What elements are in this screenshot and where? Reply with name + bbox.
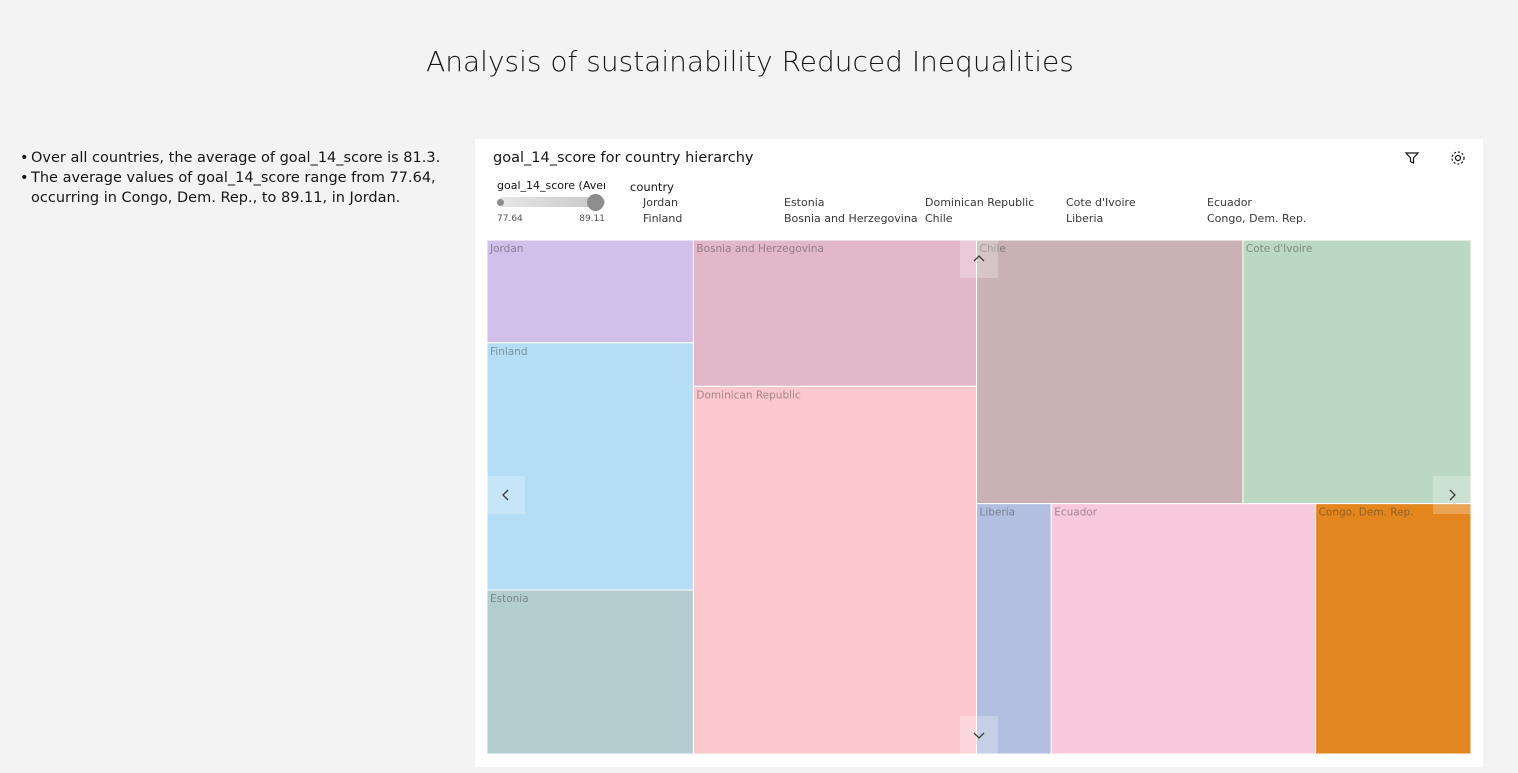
treemap-cell <box>692 385 978 754</box>
scroll-up[interactable] <box>960 240 998 278</box>
treemap-cell <box>1315 503 1471 754</box>
legend-item[interactable]: Dominican Republic <box>925 196 1035 209</box>
cell-label: Estonia <box>490 593 529 605</box>
insights: Over all countries, the average of goal_… <box>20 148 460 208</box>
cell-label: Dominican Republic <box>696 389 801 401</box>
cell-label: Ecuador <box>1054 507 1098 519</box>
legend-item[interactable]: Finland <box>643 212 683 225</box>
legend-item[interactable]: Estonia <box>784 196 825 209</box>
slider-handle[interactable] <box>497 199 504 206</box>
color-legend-max: 89.11 <box>579 214 605 224</box>
page-title: Analysis of sustainability Reduced Inequ… <box>426 45 1074 78</box>
scroll-left[interactable] <box>487 476 525 514</box>
legend-item[interactable]: Ecuador <box>1207 196 1252 209</box>
settings-icon[interactable] <box>1450 150 1466 166</box>
scroll-down[interactable] <box>960 716 998 754</box>
color-legend-title: goal_14_score (Aver <box>497 179 605 192</box>
color-legend-min: 77.64 <box>497 214 523 224</box>
scroll-right[interactable] <box>1433 476 1471 514</box>
color-legend-bar[interactable] <box>497 194 605 211</box>
treemap-cell <box>1242 240 1471 505</box>
cell-label: Cote d'Ivoire <box>1246 243 1312 255</box>
cell-label: Chile <box>980 243 1006 255</box>
legend-item[interactable]: Jordan <box>643 196 678 209</box>
legend-item[interactable]: Chile <box>925 212 953 225</box>
treemap-cell <box>487 240 694 344</box>
treemap-cell <box>976 240 1244 505</box>
treemap: Jordan Finland Estonia Bosnia and Herzegovi… <box>487 240 1471 754</box>
cell-label: Finland <box>490 346 528 358</box>
treemap-cell <box>1050 503 1317 754</box>
filter-icon[interactable] <box>1404 150 1420 166</box>
cell-label: Congo, Dem. Rep. <box>1319 507 1414 519</box>
treemap-cell <box>487 589 694 754</box>
cell-label: Liberia <box>980 507 1016 519</box>
legend-title: country <box>630 180 674 194</box>
legend-item[interactable]: Bosnia and Herzegovina <box>784 212 918 225</box>
cell-label: Jordan <box>489 243 523 255</box>
slider-handle[interactable] <box>587 194 604 211</box>
treemap-cell <box>692 240 978 387</box>
legend-item[interactable]: Liberia <box>1066 212 1104 225</box>
cell-label: Bosnia and Herzegovina <box>696 243 824 255</box>
insight: The average values of goal_14_score rang… <box>20 168 460 208</box>
treemap-cell <box>487 342 694 591</box>
legend-item[interactable]: Cote d'Ivoire <box>1066 196 1136 209</box>
treemap-cell <box>976 503 1052 754</box>
legend-item[interactable]: Congo, Dem. Rep. <box>1207 212 1307 225</box>
insight: Over all countries, the average of goal_… <box>20 148 460 168</box>
chart-title: goal_14_score for country hierarchy <box>493 150 754 166</box>
